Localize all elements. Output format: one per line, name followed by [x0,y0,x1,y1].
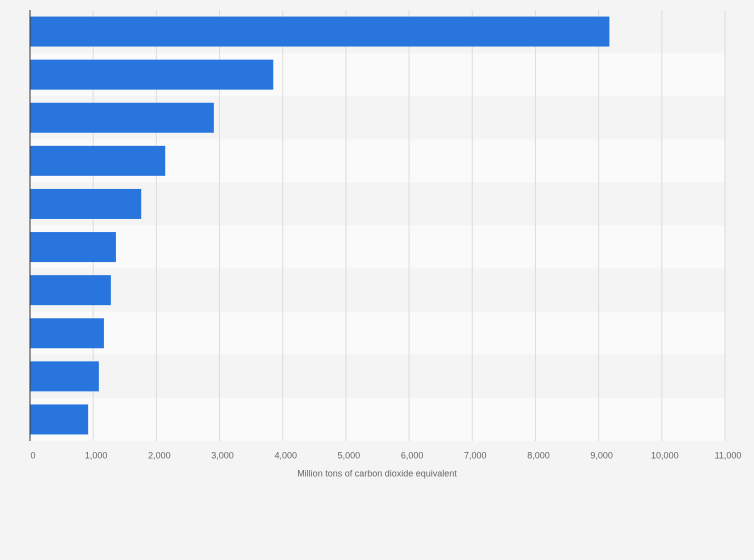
row-bands [30,10,725,441]
x-tick-label: 11,000 [715,450,742,460]
bar [30,318,104,349]
x-tick-label: 8,000 [527,450,550,460]
row-band [30,268,725,312]
x-tick-label: 6,000 [401,450,424,460]
x-axis-label: Million tons of carbon dioxide equivalen… [297,468,457,478]
row-band [30,397,725,441]
row-band [30,354,725,398]
row-band [30,182,725,226]
bar [30,145,166,176]
bar [30,361,99,392]
x-tick-label: 4,000 [274,450,297,460]
bar [30,275,111,306]
x-tick-label: 9,000 [590,450,613,460]
x-tick-label: 5,000 [338,450,361,460]
row-band [30,225,725,269]
x-tick-label: 1,000 [85,450,108,460]
bar [30,59,274,90]
bar [30,16,610,47]
x-tick-label: 10,000 [651,450,679,460]
x-tick-label: 0 [30,450,35,460]
bar [30,102,214,133]
bar [30,232,116,263]
x-tick-label: 7,000 [464,450,487,460]
row-band [30,311,725,355]
x-tick-label: 3,000 [211,450,234,460]
bar [30,404,89,435]
x-tick-label: 2,000 [148,450,171,460]
bar [30,188,142,219]
